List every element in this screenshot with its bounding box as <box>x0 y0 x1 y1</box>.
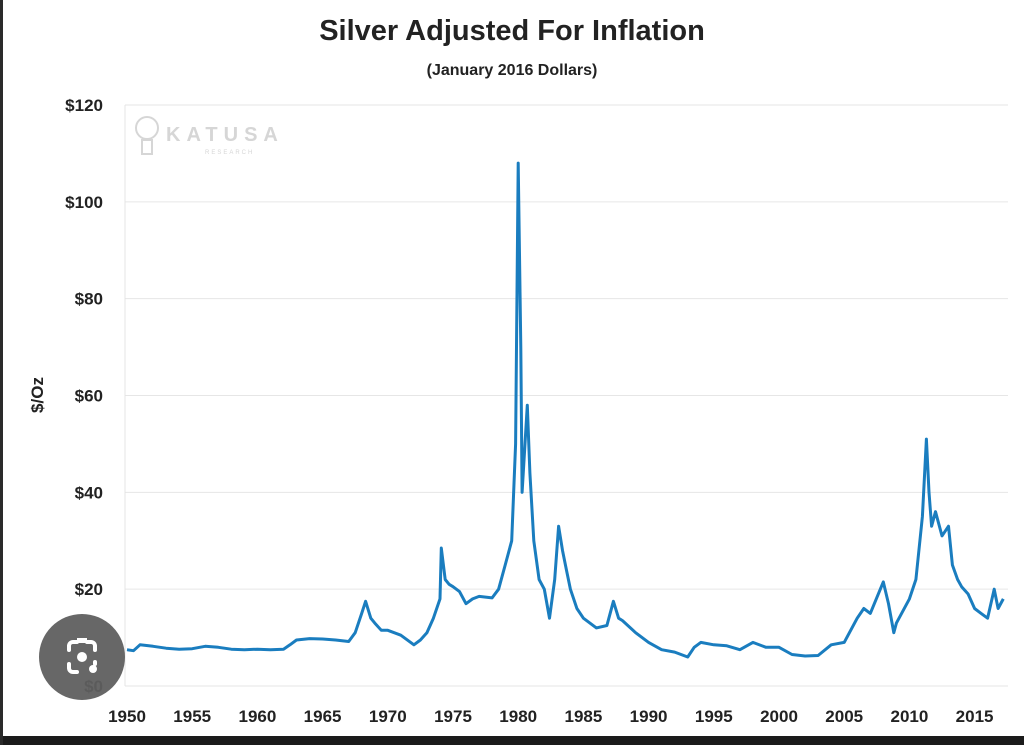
x-tick-label: 1990 <box>630 707 668 726</box>
series-line-silver <box>126 161 1005 659</box>
x-tick-label: 2005 <box>825 707 863 726</box>
y-tick-label: $120 <box>65 96 103 115</box>
x-tick-label: 1965 <box>304 707 342 726</box>
x-tick-label: 1975 <box>434 707 472 726</box>
svg-text:RESEARCH: RESEARCH <box>205 150 254 156</box>
y-tick-label: $80 <box>75 290 103 309</box>
x-tick-label: 1950 <box>108 707 146 726</box>
gridlines <box>125 104 1008 687</box>
x-tick-label: 2000 <box>760 707 798 726</box>
x-tick-label: 2010 <box>890 707 928 726</box>
chart-subtitle: (January 2016 Dollars) <box>427 62 598 79</box>
google-lens-button[interactable] <box>39 614 125 700</box>
left-edge <box>0 0 3 745</box>
x-tick-label: 1995 <box>695 707 733 726</box>
y-axis: $0$20$40$60$80$100$120 <box>65 96 103 696</box>
chart-title: Silver Adjusted For Inflation <box>319 15 705 47</box>
x-tick-label: 1985 <box>564 707 602 726</box>
x-tick-label: 1960 <box>238 707 276 726</box>
x-tick-label: 1980 <box>499 707 537 726</box>
y-axis-label: $/Oz <box>28 377 47 413</box>
watermark-text: KATUSA <box>166 124 284 146</box>
y-tick-label: $20 <box>75 580 103 599</box>
x-tick-label: 2015 <box>956 707 994 726</box>
x-axis: 1950 1955 1960 1965 1970 1975 1980 1985 1990 1995… <box>108 707 993 726</box>
x-tick-label: 1970 <box>369 707 407 726</box>
watermark-logo: KATUSA RESEARCH <box>135 116 284 156</box>
y-tick-label: $40 <box>75 483 103 502</box>
x-tick-label: 1955 <box>173 707 211 726</box>
y-tick-label: $60 <box>75 387 103 406</box>
google-lens-camera-icon <box>67 638 97 674</box>
y-tick-label: $100 <box>65 193 103 212</box>
bottom-bar <box>0 736 1024 745</box>
